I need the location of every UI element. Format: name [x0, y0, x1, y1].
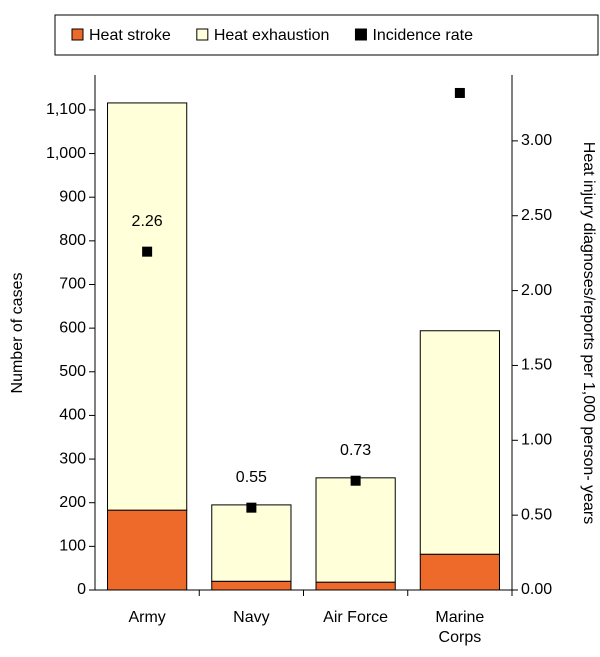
legend-label: Heat exhaustion — [214, 27, 330, 44]
y2-tick-label: 1.00 — [521, 432, 552, 449]
y2-tick-label: 2.50 — [521, 207, 552, 224]
bar-segment — [419, 553, 500, 591]
incidence-marker — [142, 246, 153, 257]
y-tick-label: 900 — [59, 188, 86, 205]
y2-tick-label: 2.00 — [521, 282, 552, 299]
x-tick-label: Army — [128, 609, 166, 626]
bar-segment — [315, 581, 396, 591]
y-tick-label: 1,100 — [46, 101, 86, 118]
y2-tick-label: 1.50 — [521, 357, 552, 374]
legend-swatch — [354, 28, 367, 41]
bar-segment — [211, 580, 292, 591]
y2-tick-label: 0.00 — [521, 581, 552, 598]
y-tick-label: 700 — [59, 276, 86, 293]
y-tick-label: 500 — [59, 363, 86, 380]
x-tick-label: Navy — [233, 609, 270, 626]
incidence-marker — [246, 502, 257, 513]
y-tick-label: 1,000 — [46, 145, 86, 162]
bar-segment — [315, 477, 396, 583]
data-label: 0.73 — [340, 442, 371, 459]
data-label: 0.55 — [236, 469, 267, 486]
x-tick-label: Marine Corps — [435, 609, 485, 646]
y-tick-label: 600 — [59, 319, 86, 336]
y-tick-label: 300 — [59, 450, 86, 467]
y-tick-label: 200 — [59, 494, 86, 511]
bar-segment — [211, 504, 292, 582]
bar-segment — [419, 330, 500, 555]
bar-segment — [107, 102, 188, 511]
legend-label: Incidence rate — [372, 27, 473, 44]
y-axis-title: Number of cases — [9, 273, 26, 394]
bar-segment — [107, 509, 188, 591]
legend-swatch — [71, 28, 84, 41]
y-tick-label: 800 — [59, 232, 86, 249]
legend-swatch — [196, 28, 209, 41]
y2-tick-label: 3.00 — [521, 132, 552, 149]
data-label: 2.26 — [132, 213, 163, 230]
x-tick-label: Air Force — [323, 609, 389, 626]
legend-label: Heat stroke — [89, 27, 171, 44]
y2-axis-title: Heat injury diagnoses/reports per 1,000 … — [580, 142, 597, 524]
y-tick-label: 0 — [77, 581, 86, 598]
y-tick-label: 400 — [59, 407, 86, 424]
y2-tick-label: 0.50 — [521, 506, 552, 523]
y-tick-label: 100 — [59, 538, 86, 555]
incidence-marker — [454, 87, 465, 98]
legend-box — [54, 14, 599, 56]
incidence-marker — [350, 475, 361, 486]
